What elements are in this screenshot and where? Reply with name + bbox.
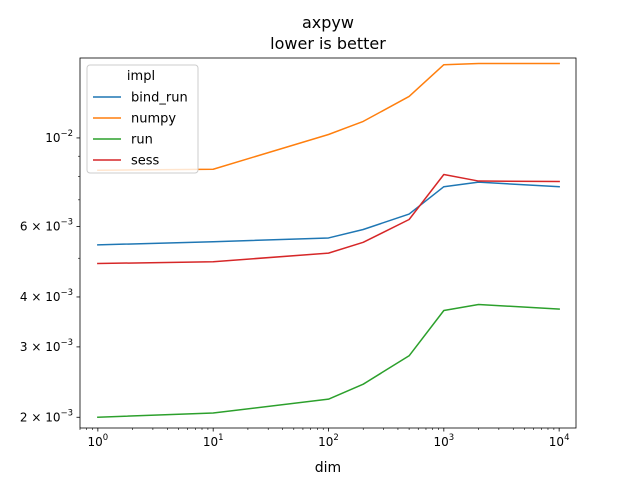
legend-label-bind_run: bind_run	[131, 91, 188, 106]
x-tick-base: 10	[203, 435, 218, 449]
x-tick-label: 100	[88, 433, 109, 449]
y-tick-exponent: −3	[60, 408, 73, 418]
x-tick-exponent: 0	[103, 433, 108, 443]
x-tick-label: 101	[203, 433, 224, 449]
legend-label-sess: sess	[131, 154, 160, 169]
y-tick-exponent: −3	[60, 288, 73, 298]
legend-label-run: run	[131, 133, 153, 148]
y-tick-label: 2 × 10−3	[20, 408, 73, 424]
y-tick-mantissa: 6 × 10	[20, 220, 61, 234]
y-tick-mantissa: 2 × 10	[20, 410, 61, 424]
x-tick-label: 102	[318, 433, 339, 449]
series-line-sess	[97, 173, 560, 265]
x-tick-base: 10	[88, 435, 103, 449]
x-tick-base: 10	[433, 435, 448, 449]
x-tick-label: 103	[433, 433, 454, 449]
series-line-run	[97, 303, 560, 419]
x-tick-exponent: 4	[564, 433, 569, 443]
y-tick-mantissa: 3 × 10	[20, 340, 61, 354]
x-tick-label: 104	[549, 433, 570, 449]
x-tick-exponent: 3	[449, 433, 454, 443]
legend-label-numpy: numpy	[131, 112, 176, 127]
series-line-bind_run	[97, 181, 560, 246]
y-tick-label: 3 × 10−3	[20, 338, 73, 354]
y-tick-exponent: −3	[60, 218, 73, 228]
y-tick-exponent: −2	[60, 129, 73, 139]
plot-frame	[79, 57, 577, 429]
x-tick-exponent: 2	[333, 433, 338, 443]
y-tick-exponent: −3	[60, 338, 73, 348]
y-tick-label: 6 × 10−3	[20, 218, 73, 234]
x-tick-base: 10	[549, 435, 564, 449]
y-tick-mantissa: 10	[45, 131, 60, 145]
legend-box	[86, 64, 199, 174]
y-tick-label: 10−2	[45, 129, 73, 145]
legend-title: impl	[127, 69, 155, 84]
y-tick-label: 4 × 10−3	[20, 288, 73, 304]
chart-title: axpyw	[302, 13, 354, 32]
x-tick-base: 10	[318, 435, 333, 449]
chart-subtitle: lower is better	[270, 34, 386, 53]
series-layer	[97, 62, 560, 419]
y-tick-mantissa: 4 × 10	[20, 290, 61, 304]
x-axis-label: dim	[315, 460, 341, 476]
x-tick-exponent: 1	[218, 433, 223, 443]
series-line-numpy	[97, 62, 560, 172]
